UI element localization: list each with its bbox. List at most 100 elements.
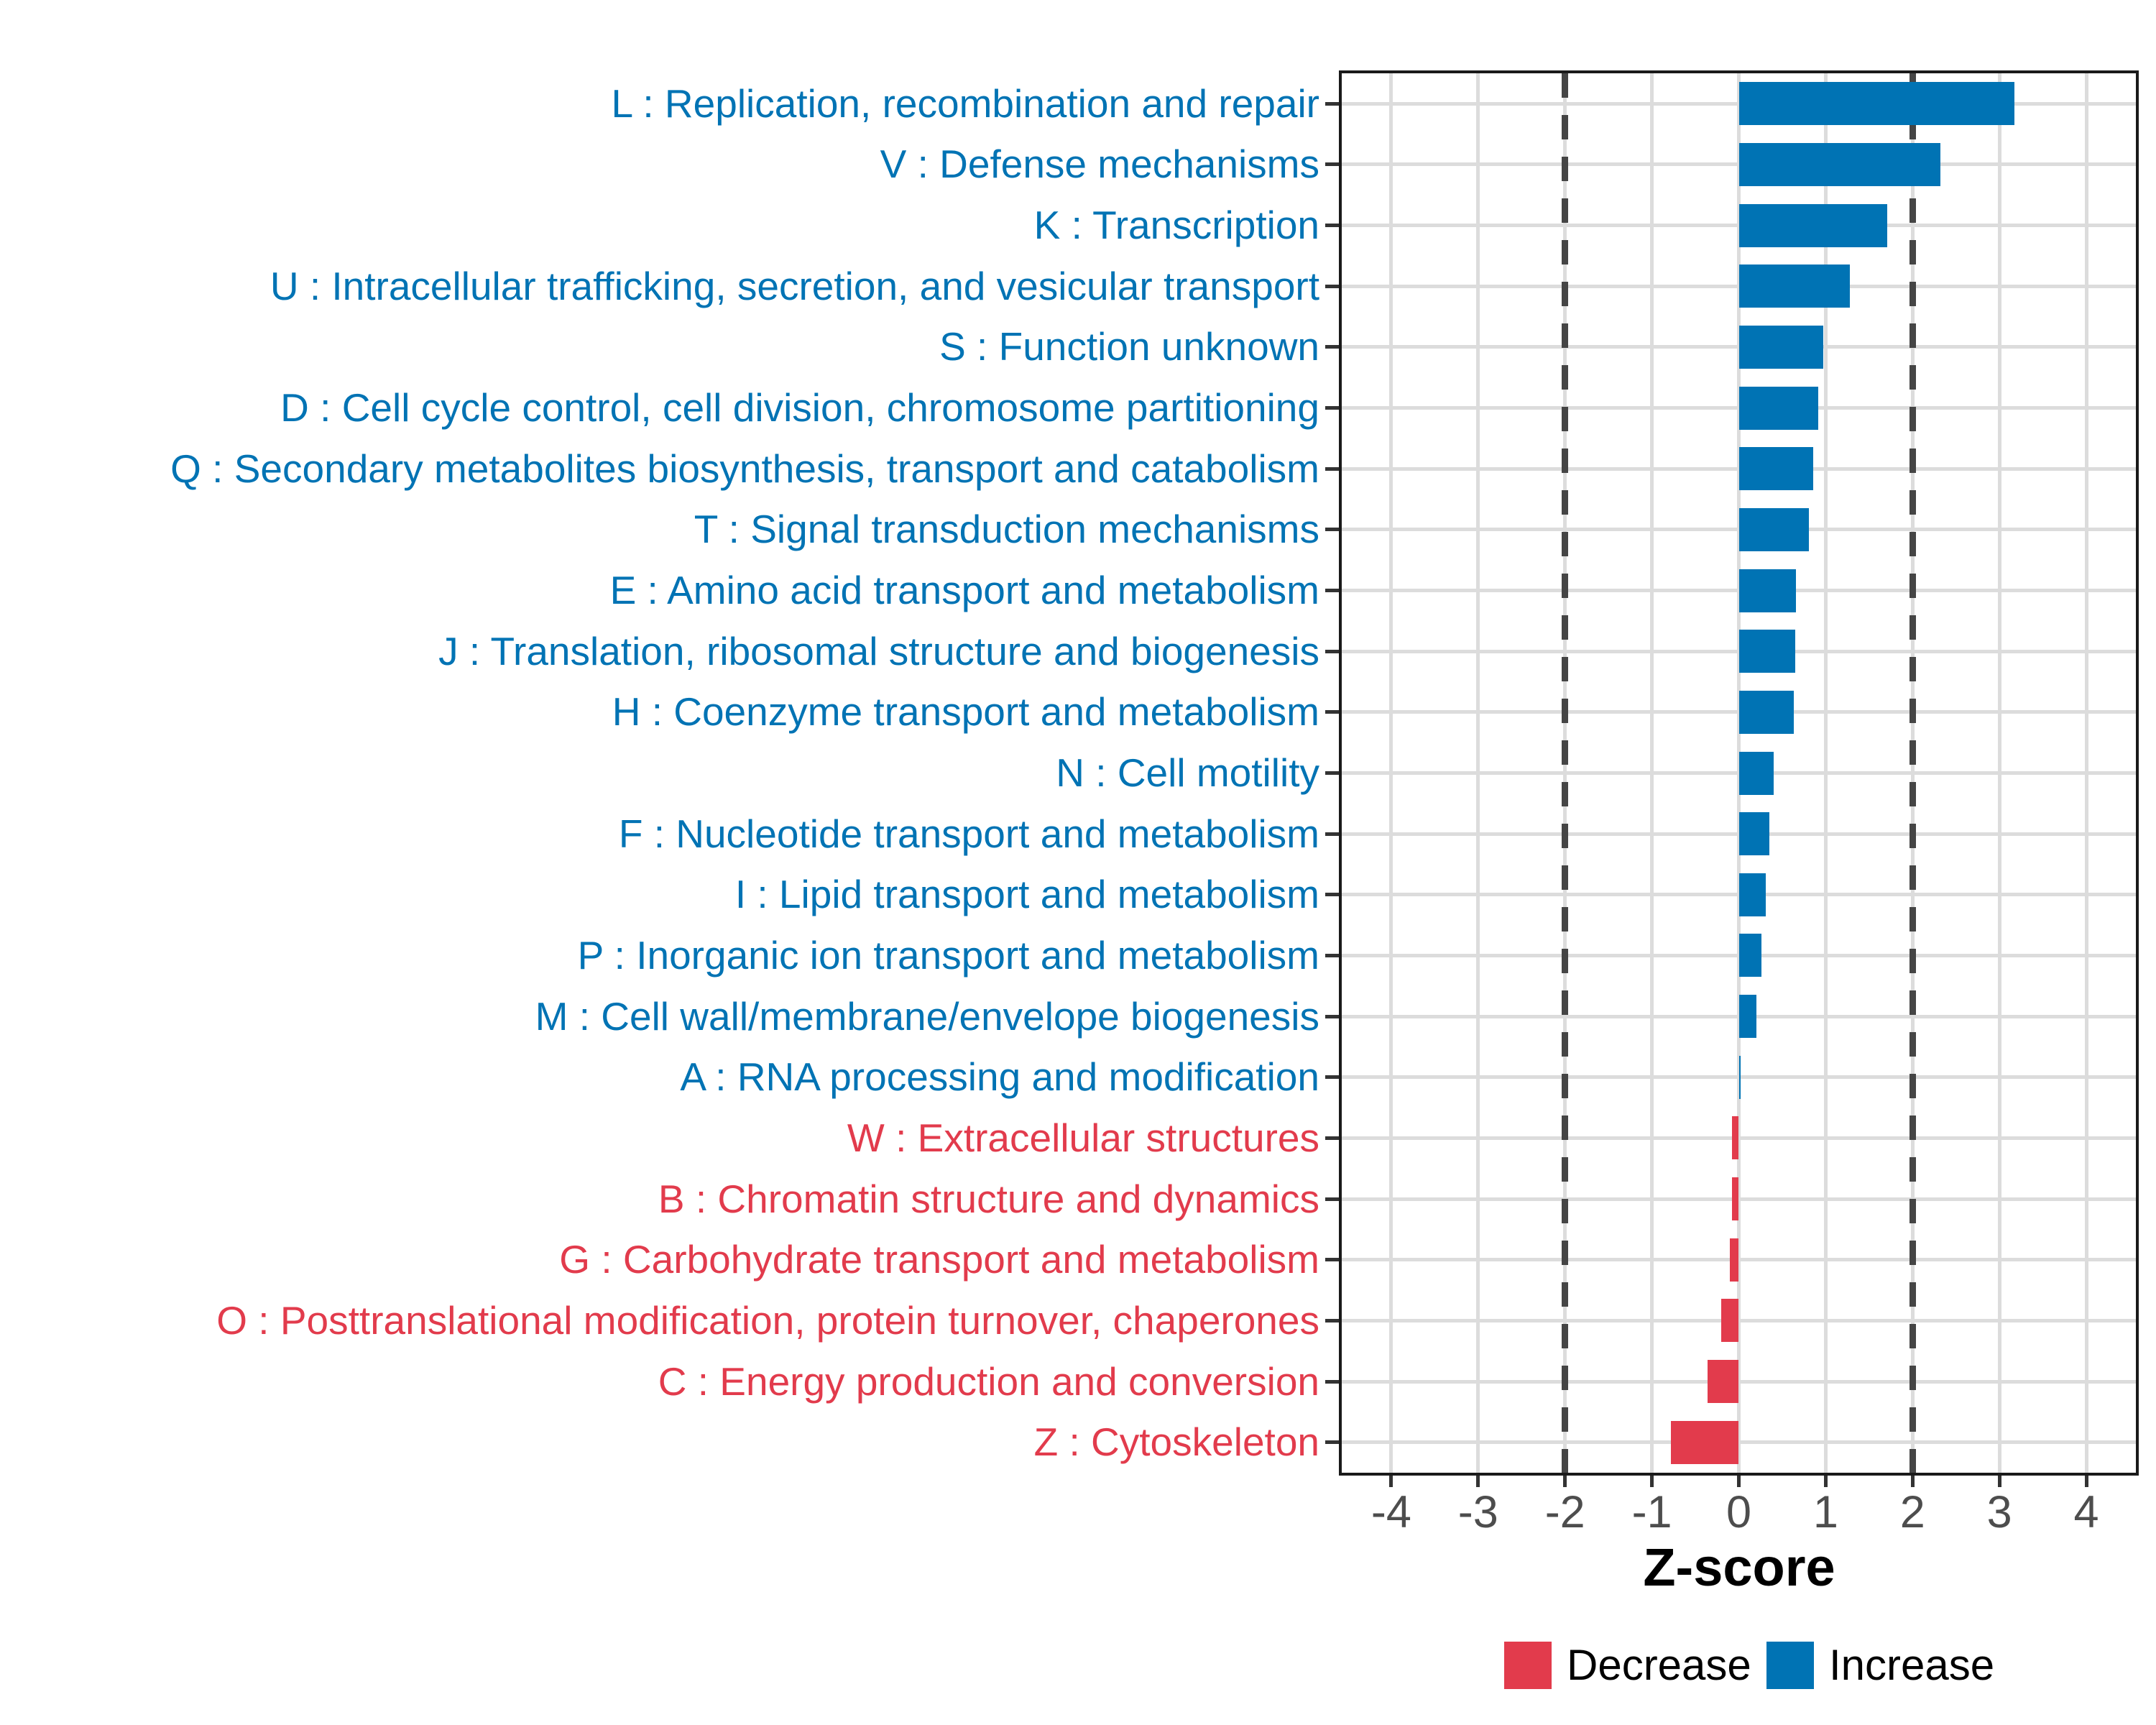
legend-swatch-increase [1766, 1642, 1814, 1689]
x-tick-label: -4 [1370, 1487, 1411, 1537]
bar [1738, 447, 1814, 491]
bar [1738, 325, 1823, 369]
y-tick [1325, 528, 1339, 532]
category-label: Z : Cytoskeleton [1033, 1420, 1319, 1465]
v-gridline [1389, 73, 1393, 1473]
bar [1671, 1420, 1739, 1464]
bar [1738, 142, 1940, 186]
category-label: M : Cell wall/membrane/envelope biogenes… [535, 993, 1319, 1039]
bar [1707, 1360, 1739, 1404]
bar [1738, 264, 1851, 308]
y-tick [1325, 284, 1339, 288]
bar [1738, 873, 1766, 916]
y-tick [1325, 1318, 1339, 1322]
v-gridline [1997, 73, 2001, 1473]
reference-line [1562, 73, 1569, 1473]
bar [1738, 203, 1888, 247]
x-tick [1737, 1476, 1741, 1487]
y-tick [1325, 1136, 1339, 1140]
x-tick [1823, 1476, 1828, 1487]
y-tick [1325, 710, 1339, 714]
bar [1738, 934, 1761, 978]
category-label: Q : Secondary metabolites biosynthesis, … [170, 446, 1319, 491]
v-gridline [1823, 73, 1828, 1473]
x-axis-title: Z-score [1643, 1537, 1835, 1597]
y-tick [1325, 1014, 1339, 1018]
x-tick-label: 4 [2073, 1487, 2099, 1537]
legend-label-decrease: Decrease [1567, 1641, 1751, 1689]
y-tick [1325, 1440, 1339, 1445]
bar [1738, 690, 1794, 734]
bar [1738, 751, 1774, 795]
category-label: B : Chromatin structure and dynamics [658, 1176, 1319, 1221]
y-tick [1325, 1075, 1339, 1080]
category-label: T : Signal transduction mechanisms [694, 507, 1319, 552]
category-label: G : Carbohydrate transport and metabolis… [559, 1237, 1319, 1282]
y-tick [1325, 893, 1339, 897]
category-label: U : Intracellular trafficking, secretion… [270, 263, 1319, 308]
bar [1731, 1116, 1739, 1160]
x-tick-label: -2 [1544, 1487, 1585, 1537]
v-gridline [1650, 73, 1654, 1473]
y-tick [1325, 406, 1339, 410]
x-tick [1997, 1476, 2001, 1487]
legend-label-increase: Increase [1829, 1641, 1995, 1689]
bar [1738, 1055, 1741, 1099]
category-label: K : Transcription [1033, 203, 1319, 248]
bar [1738, 812, 1769, 856]
category-label: F : Nucleotide transport and metabolism [618, 811, 1319, 856]
category-label: P : Inorganic ion transport and metaboli… [577, 932, 1319, 978]
category-label: L : Replication, recombination and repai… [611, 80, 1319, 126]
y-tick [1325, 589, 1339, 593]
y-tick [1325, 771, 1339, 775]
y-tick [1325, 101, 1339, 106]
category-label: H : Coenzyme transport and metabolism [612, 689, 1319, 735]
bar [1738, 569, 1797, 612]
y-tick [1325, 649, 1339, 653]
bar [1738, 507, 1810, 551]
y-tick [1325, 466, 1339, 471]
x-tick [1650, 1476, 1654, 1487]
x-tick-label: -1 [1631, 1487, 1672, 1537]
x-tick-label: 2 [1899, 1487, 1925, 1537]
y-tick [1325, 162, 1339, 167]
reference-line [1909, 73, 1916, 1473]
y-tick [1325, 345, 1339, 349]
x-tick-label: 3 [1986, 1487, 2012, 1537]
category-label: E : Amino acid transport and metabolism [609, 568, 1319, 613]
x-tick [1476, 1476, 1480, 1487]
bar [1738, 995, 1756, 1039]
y-tick [1325, 953, 1339, 957]
bar [1721, 1299, 1739, 1343]
y-tick [1325, 1379, 1339, 1384]
y-tick [1325, 1197, 1339, 1201]
y-tick [1325, 832, 1339, 836]
category-label: V : Defense mechanisms [880, 142, 1319, 187]
category-label: I : Lipid transport and metabolism [734, 872, 1319, 917]
bar [1738, 82, 2014, 126]
x-tick [1910, 1476, 1915, 1487]
x-tick-label: 0 [1726, 1487, 1752, 1537]
plot-panel [1339, 70, 2139, 1476]
bar [1730, 1238, 1739, 1282]
bar [1738, 630, 1796, 673]
bar [1731, 1177, 1739, 1221]
x-tick-label: 1 [1812, 1487, 1838, 1537]
bar [1738, 386, 1818, 430]
category-label: O : Posttranslational modification, prot… [216, 1297, 1319, 1343]
x-tick-label: -3 [1457, 1487, 1498, 1537]
category-label: D : Cell cycle control, cell division, c… [280, 385, 1319, 431]
category-label: C : Energy production and conversion [658, 1358, 1319, 1404]
x-tick [1563, 1476, 1567, 1487]
v-gridline [1476, 73, 1480, 1473]
category-label: W : Extracellular structures [847, 1115, 1319, 1160]
x-tick [1389, 1476, 1393, 1487]
v-gridline [2084, 73, 2088, 1473]
legend-swatch-decrease [1504, 1642, 1552, 1689]
x-tick [2084, 1476, 2088, 1487]
y-tick [1325, 224, 1339, 228]
category-label: J : Translation, ribosomal structure and… [438, 628, 1319, 673]
category-label: S : Function unknown [939, 324, 1319, 369]
y-tick [1325, 1258, 1339, 1262]
